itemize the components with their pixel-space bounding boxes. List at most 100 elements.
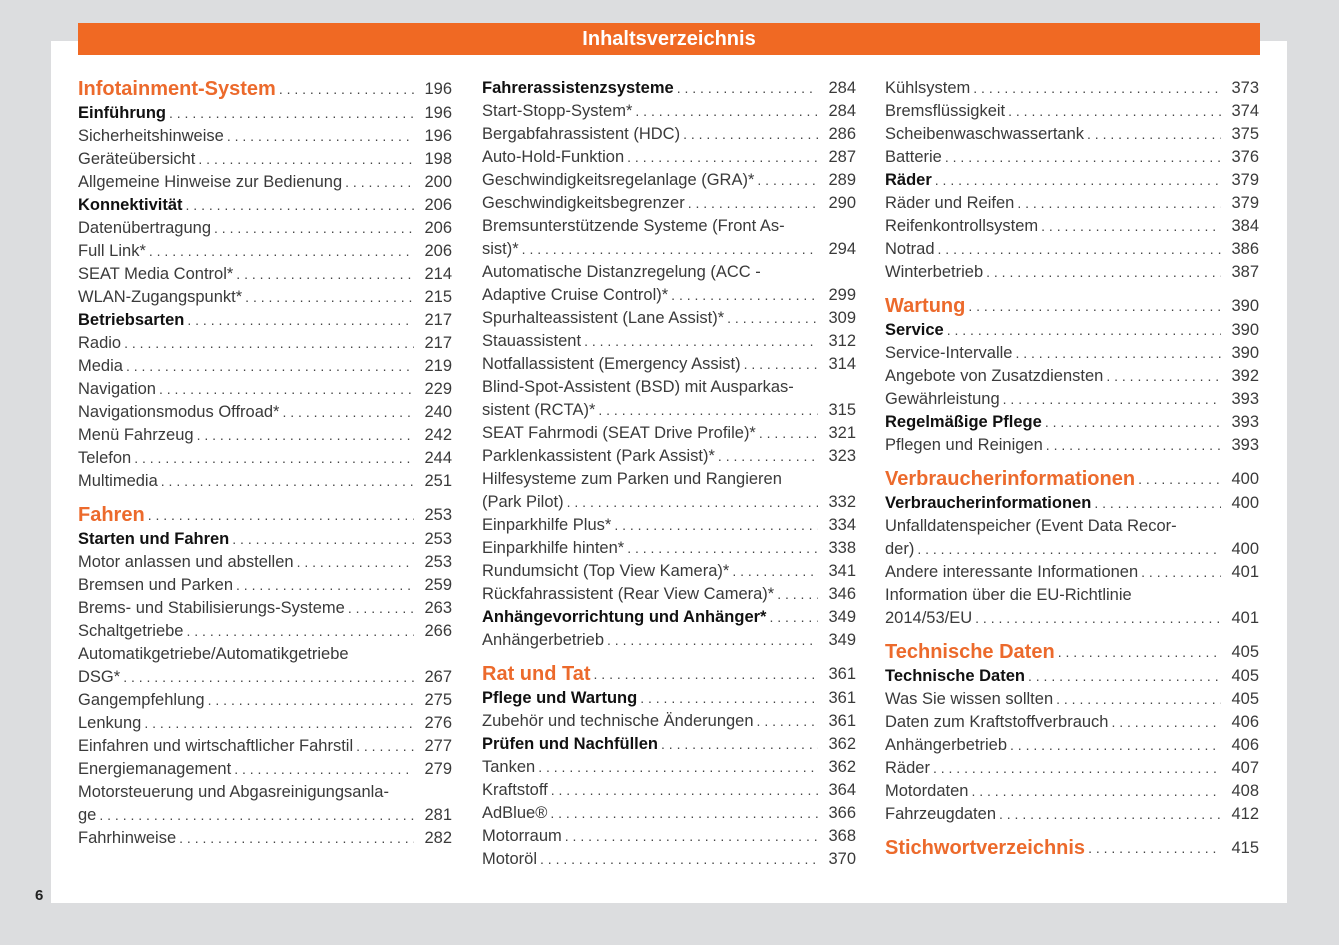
toc-section[interactable]: Pflege und Wartung 361	[482, 687, 856, 710]
toc-entry[interactable]: Fahrhinweise 282	[78, 827, 452, 850]
toc-entry-text: Starten und Fahren	[78, 530, 230, 548]
toc-entry[interactable]: Automatikgetriebe/Automatikgetriebe DSG* 2…	[78, 643, 452, 689]
toc-entry[interactable]: SEAT Media Control* 214	[78, 263, 452, 286]
toc-chapter[interactable]: Technische Daten 405	[885, 640, 1259, 665]
toc-entry[interactable]: Geschwindigkeitsregelanlage (GRA)* 289	[482, 169, 856, 192]
toc-entry[interactable]: Daten zum Kraftstoffverbrauch 406	[885, 711, 1259, 734]
toc-entry[interactable]: Service-Intervalle 390	[885, 342, 1259, 365]
toc-entry[interactable]: Full Link* 206	[78, 240, 452, 263]
toc-section[interactable]: Technische Daten 405	[885, 665, 1259, 688]
toc-section[interactable]: Service 390	[885, 319, 1259, 342]
toc-section[interactable]: Fahrerassistenzsysteme 284	[482, 77, 856, 100]
toc-chapter[interactable]: Verbraucherinformationen 400	[885, 467, 1259, 492]
toc-entry[interactable]: Bremsunterstützende Systeme (Front As-si…	[482, 215, 856, 261]
toc-entry[interactable]: Rundumsicht (Top View Kamera)* 341	[482, 560, 856, 583]
toc-entry[interactable]: Winterbetrieb 387	[885, 261, 1259, 284]
toc-section[interactable]: Betriebsarten 217	[78, 309, 452, 332]
toc-entry[interactable]: Motoröl 370	[482, 848, 856, 871]
toc-entry[interactable]: Anhängerbetrieb 406	[885, 734, 1259, 757]
toc-entry[interactable]: Start-Stopp-System* 284	[482, 100, 856, 123]
toc-entry[interactable]: Motorraum 368	[482, 825, 856, 848]
toc-page-number: 332	[828, 493, 856, 511]
toc-entry[interactable]: Menü Fahrzeug 242	[78, 424, 452, 447]
toc-entry[interactable]: Schaltgetriebe 266	[78, 620, 452, 643]
toc-entry[interactable]: Auto-Hold-Funktion 287	[482, 146, 856, 169]
toc-chapter[interactable]: Rat und Tat 361	[482, 662, 856, 687]
toc-entry[interactable]: Notfallassistent (Emergency Assist) 314	[482, 353, 856, 376]
toc-entry[interactable]: Parklenkassistent (Park Assist)* 323	[482, 445, 856, 468]
dot-leader	[131, 447, 414, 470]
toc-entry[interactable]: Andere interessante Informationen 401	[885, 561, 1259, 584]
toc-entry-text: Spurhalteassistent (Lane Assist)*	[482, 309, 725, 327]
toc-section[interactable]: Anhängevorrichtung und Anhänger* 349	[482, 606, 856, 629]
toc-entry[interactable]: WLAN-Zugangspunkt* 215	[78, 286, 452, 309]
toc-entry[interactable]: Brems- und Stabilisierungs-Systeme 263	[78, 597, 452, 620]
toc-entry[interactable]: Telefon 244	[78, 447, 452, 470]
toc-entry[interactable]: Fahrzeugdaten 412	[885, 803, 1259, 826]
toc-chapter[interactable]: Infotainment-System 196	[78, 77, 452, 102]
toc-entry[interactable]: Kraftstoff 364	[482, 779, 856, 802]
toc-entry[interactable]: Hilfesysteme zum Parken und Rangieren (Pa…	[482, 468, 856, 514]
toc-entry[interactable]: Stauassistent 312	[482, 330, 856, 353]
toc-entry[interactable]: Navigation 229	[78, 378, 452, 401]
toc-entry[interactable]: Was Sie wissen sollten 405	[885, 688, 1259, 711]
toc-entry[interactable]: Einparkhilfe hinten* 338	[482, 537, 856, 560]
toc-entry[interactable]: Multimedia 251	[78, 470, 452, 493]
toc-section[interactable]: Einführung 196	[78, 102, 452, 125]
toc-entry[interactable]: Sicherheitshinweise 196	[78, 125, 452, 148]
toc-entry[interactable]: Reifenkontrollsystem 384	[885, 215, 1259, 238]
toc-entry[interactable]: Blind-Spot-Assistent (BSD) mit Ausparkas…	[482, 376, 856, 422]
toc-chapter[interactable]: Fahren 253	[78, 503, 452, 528]
toc-entry[interactable]: Automatische Distanzregelung (ACC - Adapt…	[482, 261, 856, 307]
toc-entry[interactable]: Allgemeine Hinweise zur Bedienung 200	[78, 171, 452, 194]
toc-entry[interactable]: Radio 217	[78, 332, 452, 355]
toc-entry[interactable]: Tanken 362	[482, 756, 856, 779]
toc-entry[interactable]: AdBlue® 366	[482, 802, 856, 825]
toc-section[interactable]: Regelmäßige Pflege 393	[885, 411, 1259, 434]
toc-section[interactable]: Verbraucherinformationen 400	[885, 492, 1259, 515]
toc-entry[interactable]: Anhängerbetrieb 349	[482, 629, 856, 652]
toc-entry[interactable]: Einparkhilfe Plus* 334	[482, 514, 856, 537]
toc-entry[interactable]: Unfalldatenspeicher (Event Data Recor-de…	[885, 515, 1259, 561]
toc-section[interactable]: Prüfen und Nachfüllen 362	[482, 733, 856, 756]
toc-entry[interactable]: Notrad 386	[885, 238, 1259, 261]
toc-entry[interactable]: Gangempfehlung 275	[78, 689, 452, 712]
toc-entry[interactable]: Motor anlassen und abstellen 253	[78, 551, 452, 574]
toc-entry[interactable]: Energiemanagement 279	[78, 758, 452, 781]
toc-page-number: 286	[828, 125, 856, 143]
toc-chapter[interactable]: Wartung 390	[885, 294, 1259, 319]
toc-entry[interactable]: Bergabfahrassistent (HDC) 286	[482, 123, 856, 146]
toc-entry[interactable]: Motorsteuerung und Abgasreinigungsanla-g…	[78, 781, 452, 827]
toc-entry[interactable]: Batterie 376	[885, 146, 1259, 169]
toc-entry[interactable]: Rückfahrassistent (Rear View Camera)* 346	[482, 583, 856, 606]
toc-entry[interactable]: Spurhalteassistent (Lane Assist)* 309	[482, 307, 856, 330]
toc-entry[interactable]: Navigationsmodus Offroad* 240	[78, 401, 452, 424]
toc-section[interactable]: Starten und Fahren 253	[78, 528, 452, 551]
toc-entry[interactable]: SEAT Fahrmodi (SEAT Drive Profile)* 321	[482, 422, 856, 445]
toc-entry[interactable]: Lenkung 276	[78, 712, 452, 735]
toc-entry[interactable]: Bremsflüssigkeit 374	[885, 100, 1259, 123]
toc-entry[interactable]: Räder 407	[885, 757, 1259, 780]
toc-entry[interactable]: Kühlsystem 373	[885, 77, 1259, 100]
dot-leader	[1085, 836, 1221, 861]
toc-entry[interactable]: Geräteübersicht 198	[78, 148, 452, 171]
toc-entry[interactable]: Media 219	[78, 355, 452, 378]
toc-entry[interactable]: Geschwindigkeitsbegrenzer 290	[482, 192, 856, 215]
toc-section[interactable]: Konnektivität 206	[78, 194, 452, 217]
toc-entry[interactable]: Bremsen und Parken 259	[78, 574, 452, 597]
toc-page-number: 217	[424, 311, 452, 329]
toc-entry[interactable]: Motordaten 408	[885, 780, 1259, 803]
toc-section[interactable]: Räder 379	[885, 169, 1259, 192]
toc-entry[interactable]: Information über die EU-Richtlinie 2014/5…	[885, 584, 1259, 630]
toc-entry[interactable]: Datenübertragung 206	[78, 217, 452, 240]
dot-leader	[968, 780, 1221, 803]
toc-entry[interactable]: Scheibenwaschwassertank 375	[885, 123, 1259, 146]
toc-entry[interactable]: Räder und Reifen 379	[885, 192, 1259, 215]
toc-entry[interactable]: Pflegen und Reinigen 393	[885, 434, 1259, 457]
toc-chapter[interactable]: Stichwortverzeichnis 415	[885, 836, 1259, 861]
toc-entry[interactable]: Angebote von Zusatzdiensten 392	[885, 365, 1259, 388]
toc-entry[interactable]: Einfahren und wirtschaftlicher Fahrstil 2…	[78, 735, 452, 758]
toc-entry[interactable]: Gewährleistung 393	[885, 388, 1259, 411]
toc-page-number: 374	[1231, 102, 1259, 120]
toc-entry[interactable]: Zubehör und technische Änderungen 361	[482, 710, 856, 733]
